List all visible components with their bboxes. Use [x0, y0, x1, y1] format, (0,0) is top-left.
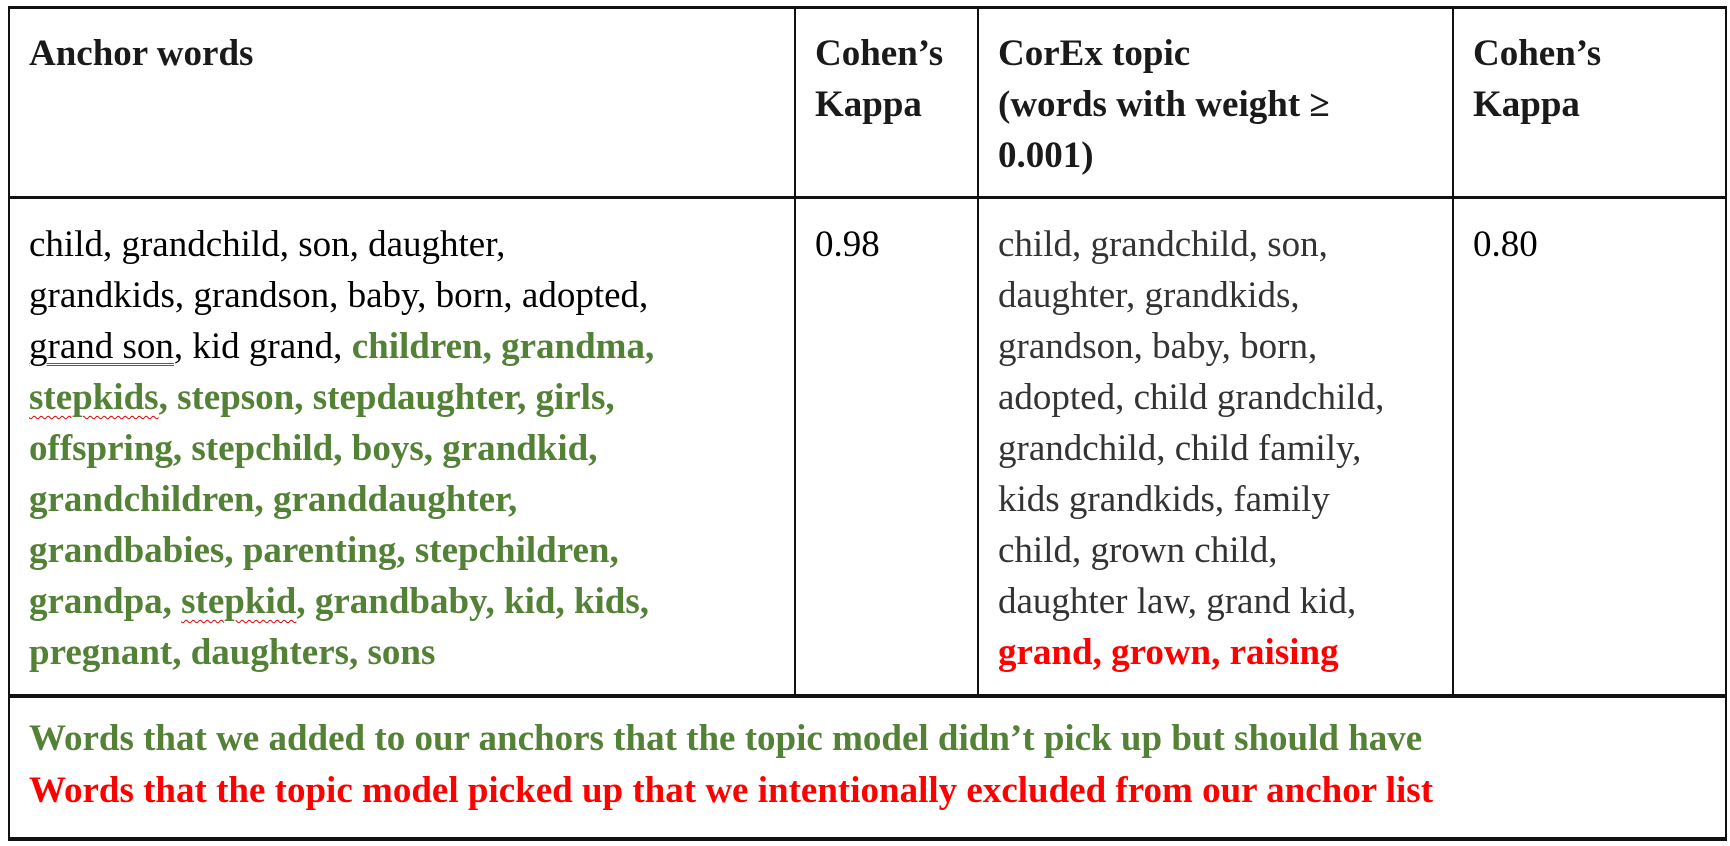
text-line: kids grandkids, family [998, 474, 1452, 525]
header-corex-topic: CorEx topic (words with weight ≥ 0.001) [977, 6, 1454, 199]
text-line: grandson, baby, born, [998, 321, 1452, 372]
text-line: grandbabies, parenting, stepchildren, [29, 525, 794, 576]
word-text: grand son [29, 326, 174, 367]
text-line: daughter, grandkids, [998, 270, 1452, 321]
added-word-text: children, grandma, [351, 326, 655, 367]
added-word-text: pregnant, daughters, sons [29, 632, 436, 673]
word-text: grandson, baby, born, [998, 326, 1318, 367]
text-line: Words that we added to our anchors that … [29, 713, 1725, 765]
cell-kappa-2: 0.80 [1452, 196, 1727, 697]
excluded-word-text: grand, grown, raising [998, 632, 1339, 673]
word-text: 0.98 [815, 224, 880, 265]
text-line: 0.98 [815, 219, 977, 270]
header-text-line: CorEx topic [998, 33, 1191, 74]
text-line: Words that the topic model picked up tha… [29, 765, 1725, 817]
cell-kappa-1: 0.98 [794, 196, 979, 697]
text-line: offspring, stepchild, boys, grandkid, [29, 423, 794, 474]
legend-row: Words that we added to our anchors that … [8, 693, 1727, 841]
word-text: 0.80 [1473, 224, 1538, 265]
header-cohens-kappa-1: Cohen’s Kappa [794, 6, 979, 199]
text-line: grand son, kid grand, children, grandma, [29, 321, 794, 372]
header-text-line: (words with weight ≥ [998, 84, 1330, 125]
word-text: grandkids, grandson, baby, born, adopted… [29, 275, 649, 316]
word-text: grandchild, child family, [998, 428, 1362, 469]
header-text-line: Kappa [1473, 84, 1580, 125]
word-text: daughter, grandkids, [998, 275, 1300, 316]
text-line: grand, grown, raising [998, 627, 1452, 678]
text-line: child, grandchild, son, [998, 219, 1452, 270]
added-word-text: offspring, stepchild, boys, grandkid, [29, 428, 598, 469]
added-word-text: stepkids [29, 377, 159, 418]
word-text: kids grandkids, family [998, 479, 1330, 520]
word-text: child, grandchild, son, daughter, [29, 224, 506, 265]
header-row: Anchor words Cohen’s Kappa CorEx topic (wo… [8, 6, 1727, 199]
added-word-text: stepkid [181, 581, 297, 622]
text-line: grandchildren, granddaughter, [29, 474, 794, 525]
word-text: , kid grand, [173, 326, 352, 367]
kappa-comparison-table: Anchor words Cohen’s Kappa CorEx topic (wo… [8, 6, 1727, 841]
header-text-line: Cohen’s [815, 33, 944, 74]
header-text-line: Anchor words [29, 33, 254, 74]
added-word-text: Words that we added to our anchors that … [29, 717, 1423, 759]
text-line: grandchild, child family, [998, 423, 1452, 474]
text-line: child, grown child, [998, 525, 1452, 576]
header-text-line: Cohen’s [1473, 33, 1602, 74]
table-row: child, grandchild, son, daughter, grandki… [8, 196, 1727, 697]
cell-anchor-words: child, grandchild, son, daughter, grandki… [8, 196, 796, 697]
cell-corex-topic: child, grandchild, son, daughter, grandki… [977, 196, 1454, 697]
word-text: child, grandchild, son, [998, 224, 1328, 265]
header-anchor-words: Anchor words [8, 6, 796, 199]
header-text-line: Kappa [815, 84, 922, 125]
text-line: pregnant, daughters, sons [29, 627, 794, 678]
word-text: adopted, child grandchild, [998, 377, 1385, 418]
added-word-text: , stepson, stepdaughter, girls, [158, 377, 615, 418]
word-text: daughter law, grand kid, [998, 581, 1357, 622]
added-word-text: grandbabies, parenting, stepchildren, [29, 530, 619, 571]
legend-cell: Words that we added to our anchors that … [8, 693, 1727, 841]
text-line: grandkids, grandson, baby, born, adopted… [29, 270, 794, 321]
header-text-line: 0.001) [998, 135, 1094, 176]
header-cohens-kappa-2: Cohen’s Kappa [1452, 6, 1727, 199]
added-word-text: grandchildren, granddaughter, [29, 479, 518, 520]
text-line: 0.80 [1473, 219, 1725, 270]
word-text: child, grown child, [998, 530, 1278, 571]
added-word-text: , grandbaby, kid, kids, [296, 581, 650, 622]
text-line: daughter law, grand kid, [998, 576, 1452, 627]
text-line: child, grandchild, son, daughter, [29, 219, 794, 270]
text-line: grandpa, stepkid, grandbaby, kid, kids, [29, 576, 794, 627]
text-line: stepkids, stepson, stepdaughter, girls, [29, 372, 794, 423]
added-word-text: grandpa, [29, 581, 182, 622]
text-line: adopted, child grandchild, [998, 372, 1452, 423]
excluded-word-text: Words that the topic model picked up tha… [29, 769, 1434, 811]
